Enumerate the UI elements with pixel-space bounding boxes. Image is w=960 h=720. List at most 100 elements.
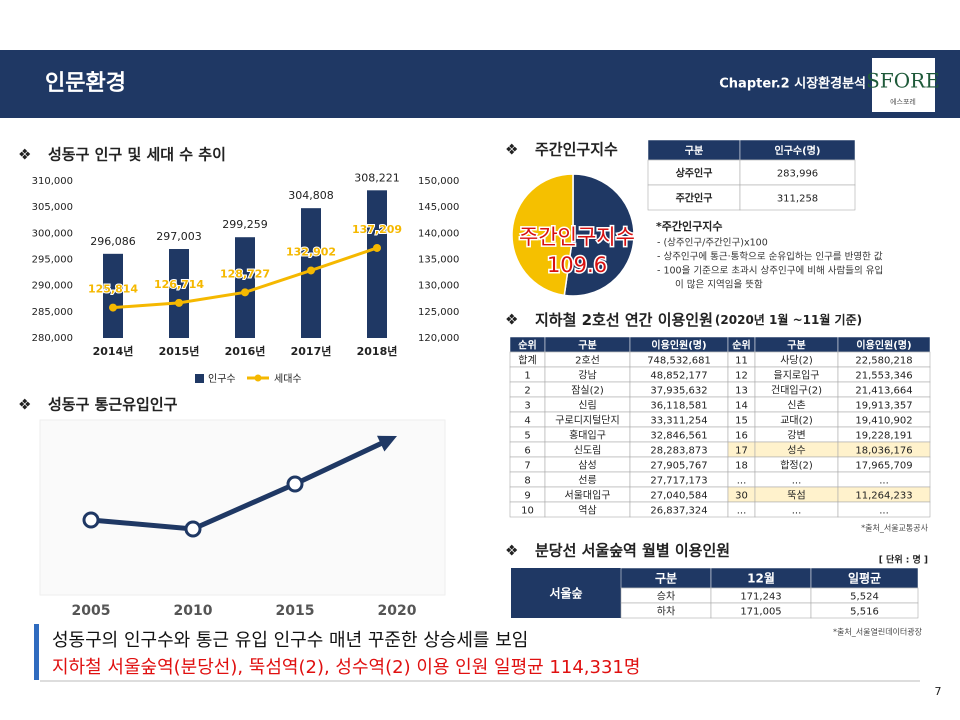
y2-tick-label: 135,000 xyxy=(418,255,459,266)
cell-text: 11,264,233 xyxy=(855,491,912,502)
note-item: 이 많은 지역임을 뜻함 xyxy=(675,279,763,291)
cell xyxy=(837,501,931,518)
cell-text: 하차 xyxy=(657,605,675,618)
heading-main: 지하철 2호선 연간 이용인원 xyxy=(535,311,713,329)
cell xyxy=(739,184,856,211)
data-label: 132,902 xyxy=(286,245,336,258)
marker xyxy=(175,298,183,307)
header-text: 순위 xyxy=(732,339,750,352)
unit: [ 단위 : 명 ] xyxy=(879,554,928,566)
y-tick-label: 300,000 xyxy=(32,228,73,239)
cell-text: 승차 xyxy=(657,591,675,603)
cell-text: 주간인구 xyxy=(676,192,713,205)
pie-label: 주간인구지수 xyxy=(519,225,635,249)
legend-swatch xyxy=(195,374,204,383)
cell xyxy=(647,184,741,211)
cell-text: 2 xyxy=(524,386,530,397)
bullet: ❖ xyxy=(18,146,31,164)
bar xyxy=(367,190,387,338)
cell-text: 28,283,873 xyxy=(650,446,707,457)
cell-text: 48,852,177 xyxy=(650,371,707,382)
y-tick-label: 290,000 xyxy=(32,281,73,292)
cell-text: 합정(2) xyxy=(780,460,813,472)
cell-text: 32,846,561 xyxy=(650,431,707,442)
y2-tick-label: 125,000 xyxy=(418,307,459,318)
cell-text: 15 xyxy=(735,416,748,427)
data-label: 297,003 xyxy=(156,230,202,243)
chapter: Chapter.2 시장환경분석 xyxy=(719,76,866,92)
y2-tick-label: 120,000 xyxy=(418,333,459,344)
cell-text: 5 xyxy=(524,431,530,442)
header-text: 순위 xyxy=(518,339,536,352)
cell-text: 서울대입구 xyxy=(565,489,611,502)
cell-text: 2호선 xyxy=(575,355,600,367)
cell-text: 16 xyxy=(735,431,748,442)
cell-text: 구로디지털단지 xyxy=(555,415,619,427)
point xyxy=(286,475,304,493)
bullet: ❖ xyxy=(505,542,518,560)
y2-tick-label: 150,000 xyxy=(418,176,459,187)
section-heading: 분당선 서울숲역 월별 이용인원 xyxy=(535,542,730,560)
cell-text: ... xyxy=(792,506,802,517)
bullet: ❖ xyxy=(505,311,518,329)
legend-label: 인구수 xyxy=(208,373,236,385)
cell-text: 강변 xyxy=(787,430,805,442)
summary-line: 지하철 서울숲역(분당선), 뚝섬역(2), 성수역(2) 이용 인원 일평균 … xyxy=(52,657,640,678)
cell-text: 11 xyxy=(735,356,748,367)
header-text: 구분 xyxy=(578,340,596,352)
note-title: *주간인구지수 xyxy=(656,219,722,233)
cell-text: 19,228,191 xyxy=(855,431,912,442)
data-label: 126,714 xyxy=(154,278,204,291)
cell xyxy=(739,159,856,186)
section-heading: 성동구 인구 및 세대 수 추이 xyxy=(48,146,226,164)
cell-text: 성수 xyxy=(787,445,805,457)
y2-tick-label: 140,000 xyxy=(418,228,459,239)
source: *출처_서울교통공사 xyxy=(861,523,929,533)
cell-text: 잠실(2) xyxy=(571,385,604,397)
bar xyxy=(103,253,123,338)
header-text: 12월 xyxy=(747,571,775,586)
header-text: 인구수(명) xyxy=(775,144,821,157)
cell-text: 36,118,581 xyxy=(650,401,707,412)
cell-text: 27,040,584 xyxy=(650,491,707,502)
marker xyxy=(307,266,315,275)
x-tick-label: 2020 xyxy=(378,603,417,619)
cell-text: 1 xyxy=(524,371,530,382)
page-number: 7 xyxy=(935,685,942,698)
cell-text: 합계 xyxy=(518,355,536,367)
cell-text: 5,524 xyxy=(850,592,879,603)
section-heading: 지하철 2호선 연간 이용인원 (2020년 1월 ~11월 기준) xyxy=(535,311,862,329)
cell-text: 17 xyxy=(735,446,748,457)
pie-slice xyxy=(511,173,574,297)
cell-text: 사당(2) xyxy=(780,355,813,367)
y2-tick-label: 130,000 xyxy=(418,281,459,292)
cell-text: ... xyxy=(879,506,889,517)
logo-box xyxy=(872,58,935,112)
data-label: 296,086 xyxy=(90,235,136,248)
point xyxy=(82,511,100,529)
legend-swatch xyxy=(254,374,262,382)
cell-text: 22,580,218 xyxy=(855,356,912,367)
cell-text: 30 xyxy=(735,491,748,502)
cell-text: 12 xyxy=(735,371,748,382)
data-label: 308,221 xyxy=(354,171,400,184)
cell-text: ... xyxy=(737,506,747,517)
note-item: - 100을 기준으로 초과시 상주인구에 비해 사람들의 유입 xyxy=(657,265,883,277)
header-text: 이용인원(명) xyxy=(651,339,706,352)
data-label: 304,808 xyxy=(288,189,334,202)
note-item: - 상주인구에 통근·통학으로 순유입하는 인구를 반영한 값 xyxy=(657,251,883,263)
title: 인문환경 xyxy=(45,71,126,96)
cell-text: 10 xyxy=(521,506,534,517)
cell-text: 33,311,254 xyxy=(650,416,707,427)
cell-text: 을지로입구 xyxy=(774,369,820,382)
header-text: 구분 xyxy=(787,340,805,352)
cell-text: 171,005 xyxy=(740,607,781,618)
pie-slice xyxy=(563,173,635,297)
cell-text: ... xyxy=(792,476,802,487)
header-band xyxy=(0,50,960,118)
data-label: 125,814 xyxy=(88,283,138,296)
x-tick-label: 2017년 xyxy=(291,344,332,358)
accent-bar xyxy=(34,624,39,680)
cell-text: ... xyxy=(737,476,747,487)
bullet: ❖ xyxy=(18,396,31,414)
